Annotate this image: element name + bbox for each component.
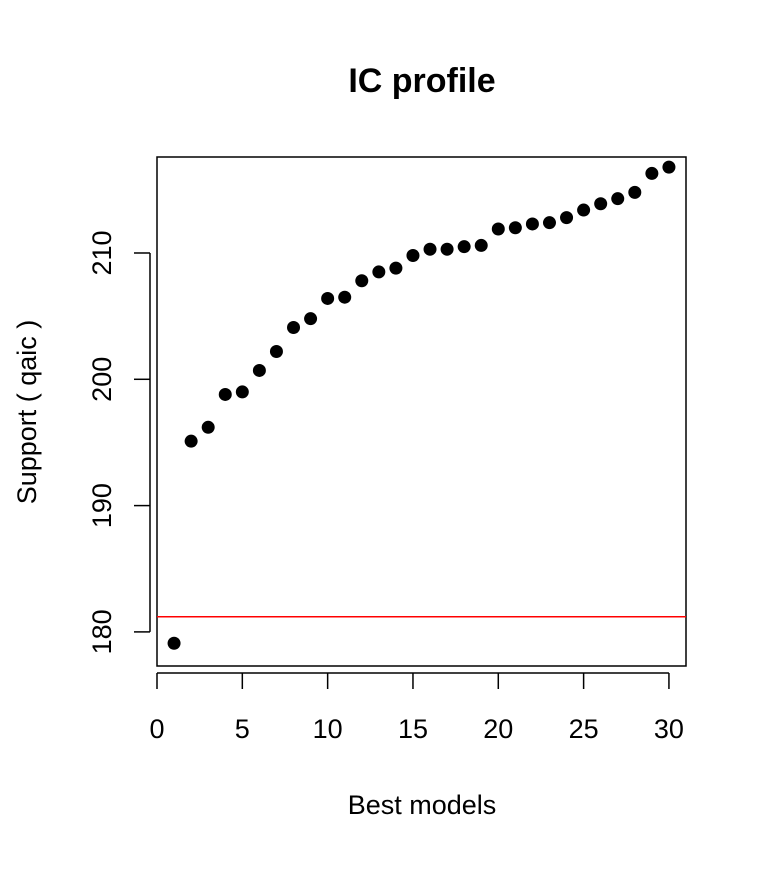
- x-tick-label: 30: [654, 714, 684, 744]
- x-tick-label: 20: [483, 714, 513, 744]
- x-tick-label: 0: [149, 714, 164, 744]
- data-point: [423, 242, 437, 256]
- data-point: [184, 434, 198, 448]
- data-point: [662, 160, 676, 174]
- x-axis-title: Best models: [348, 790, 497, 820]
- data-point: [474, 238, 488, 252]
- y-tick-label: 190: [87, 483, 117, 528]
- data-point: [269, 345, 283, 359]
- data-point: [508, 221, 522, 235]
- data-point: [389, 261, 403, 275]
- y-tick-label: 180: [87, 609, 117, 654]
- x-axis: 0 5 10 15 20 25 30: [149, 672, 684, 744]
- data-point: [355, 274, 369, 288]
- data-point: [611, 192, 625, 206]
- data-point: [645, 166, 659, 180]
- y-tick-label: 210: [87, 230, 117, 275]
- data-point: [457, 240, 471, 254]
- y-axis: 180 190 200 210: [87, 230, 151, 654]
- data-point: [440, 242, 454, 256]
- data-point: [304, 312, 318, 326]
- x-tick-label: 5: [235, 714, 250, 744]
- data-point: [287, 321, 301, 335]
- x-tick-label: 25: [569, 714, 599, 744]
- data-point: [235, 385, 249, 399]
- data-point: [252, 363, 266, 377]
- data-point: [594, 197, 608, 211]
- plot-frame: [156, 156, 687, 667]
- y-axis-title: Support ( qaic ): [12, 320, 42, 505]
- data-points: [167, 160, 676, 650]
- data-point: [577, 203, 591, 217]
- data-point: [491, 222, 505, 236]
- y-tick-label: 200: [87, 357, 117, 402]
- data-point: [321, 291, 335, 305]
- data-point: [560, 211, 574, 225]
- x-tick-label: 15: [398, 714, 428, 744]
- data-point: [338, 290, 352, 304]
- data-point: [218, 387, 232, 401]
- data-point: [201, 420, 215, 434]
- data-point: [372, 265, 386, 279]
- x-tick-label: 10: [313, 714, 343, 744]
- data-point: [167, 636, 181, 650]
- data-point: [406, 249, 420, 263]
- chart-title: IC profile: [348, 62, 495, 100]
- data-point: [628, 185, 642, 199]
- data-point: [525, 217, 539, 231]
- data-point: [542, 216, 556, 230]
